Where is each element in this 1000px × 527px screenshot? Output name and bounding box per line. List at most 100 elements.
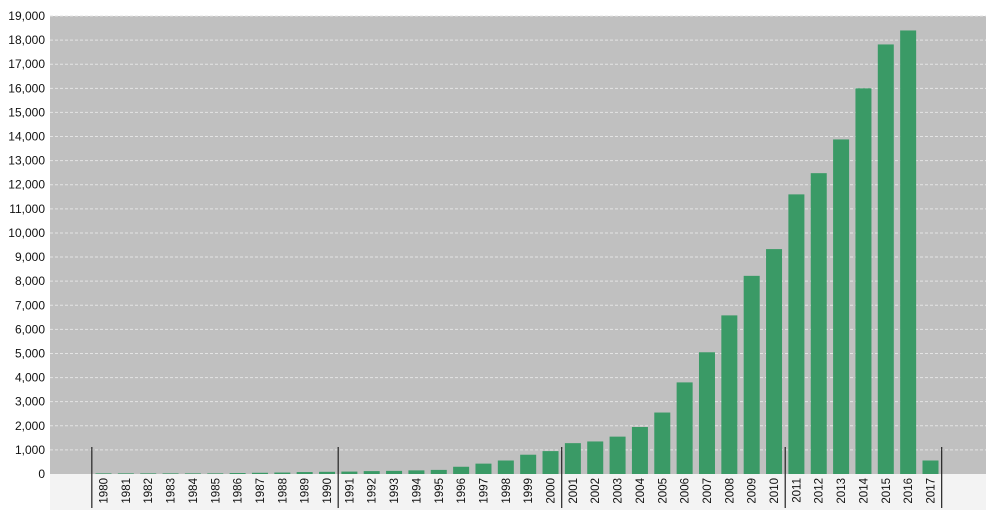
bar bbox=[721, 315, 738, 474]
bar bbox=[520, 454, 537, 474]
bar bbox=[229, 473, 246, 474]
x-tick-label: 2007 bbox=[702, 478, 714, 504]
bar bbox=[542, 451, 559, 474]
bar bbox=[788, 194, 805, 474]
bar bbox=[430, 469, 447, 474]
bar bbox=[453, 466, 470, 474]
x-tick-label: 2005 bbox=[657, 478, 669, 504]
y-tick-label: 3,000 bbox=[15, 395, 45, 409]
y-tick-label: 6,000 bbox=[15, 322, 45, 336]
x-tick-label: 1982 bbox=[143, 478, 155, 504]
bar bbox=[564, 443, 581, 474]
x-tick-label: 2013 bbox=[836, 478, 848, 504]
x-tick-label: 2012 bbox=[814, 478, 826, 504]
y-tick-label: 19,000 bbox=[8, 9, 45, 23]
y-tick-label: 13,000 bbox=[8, 154, 45, 168]
x-tick-label: 2015 bbox=[881, 478, 893, 504]
x-tick-label: 2001 bbox=[568, 478, 580, 504]
x-tick-label: 2008 bbox=[724, 478, 736, 504]
y-tick-label: 1,000 bbox=[15, 443, 45, 457]
bar bbox=[877, 44, 894, 474]
bar bbox=[698, 352, 715, 474]
x-tick-label: 2002 bbox=[590, 478, 602, 504]
bar bbox=[95, 473, 112, 474]
x-tick-label: 2004 bbox=[635, 477, 647, 503]
bar bbox=[676, 382, 693, 474]
bar bbox=[296, 472, 313, 474]
bar bbox=[363, 471, 380, 474]
bar bbox=[587, 441, 604, 474]
x-tick-label: 1993 bbox=[389, 478, 401, 504]
x-tick-label: 1995 bbox=[434, 478, 446, 504]
y-tick-label: 17,000 bbox=[8, 57, 45, 71]
bar bbox=[207, 473, 224, 474]
x-tick-label: 2017 bbox=[926, 478, 938, 504]
x-tick-label: 1983 bbox=[166, 478, 178, 504]
category-strip bbox=[50, 474, 986, 510]
x-tick-label: 1999 bbox=[523, 478, 535, 504]
bar bbox=[922, 460, 939, 474]
x-tick-label: 1989 bbox=[300, 478, 312, 504]
bar bbox=[162, 473, 179, 474]
x-tick-label: 1988 bbox=[277, 478, 289, 504]
x-tick-label: 2006 bbox=[680, 478, 692, 504]
y-tick-label: 14,000 bbox=[8, 130, 45, 144]
bar bbox=[386, 470, 403, 474]
x-tick-label: 2010 bbox=[769, 478, 781, 504]
y-tick-label: 12,000 bbox=[8, 178, 45, 192]
x-tick-label: 1987 bbox=[255, 478, 267, 504]
bar bbox=[900, 30, 917, 474]
y-tick-label: 4,000 bbox=[15, 371, 45, 385]
y-tick-label: 7,000 bbox=[15, 298, 45, 312]
x-tick-label: 1996 bbox=[456, 478, 468, 504]
x-tick-label: 1984 bbox=[188, 477, 200, 503]
bar bbox=[475, 463, 492, 474]
bar bbox=[743, 275, 760, 474]
bar bbox=[319, 471, 336, 474]
plot-background bbox=[50, 16, 986, 474]
x-tick-label: 1981 bbox=[121, 478, 133, 504]
x-tick-label: 2014 bbox=[858, 477, 870, 503]
x-tick-label: 1991 bbox=[344, 478, 356, 504]
x-tick-label: 1985 bbox=[210, 478, 222, 504]
x-tick-label: 2016 bbox=[903, 478, 915, 504]
y-tick-label: 0 bbox=[38, 467, 45, 481]
y-tick-label: 15,000 bbox=[8, 105, 45, 119]
x-tick-label: 1998 bbox=[501, 478, 513, 504]
x-tick-label: 2003 bbox=[613, 478, 625, 504]
x-tick-label: 1992 bbox=[367, 478, 379, 504]
x-tick-label: 2011 bbox=[791, 478, 803, 503]
bar bbox=[833, 139, 850, 474]
bar bbox=[274, 472, 291, 474]
y-tick-label: 2,000 bbox=[15, 419, 45, 433]
x-tick-label: 1990 bbox=[322, 478, 334, 504]
y-tick-label: 9,000 bbox=[15, 250, 45, 264]
bar bbox=[766, 249, 783, 474]
bar bbox=[251, 472, 268, 474]
bar bbox=[341, 471, 358, 474]
x-tick-label: 1980 bbox=[99, 478, 111, 504]
y-tick-label: 18,000 bbox=[8, 33, 45, 47]
x-tick-label: 1986 bbox=[233, 478, 245, 504]
bar bbox=[654, 412, 671, 474]
y-tick-label: 10,000 bbox=[8, 226, 45, 240]
bar bbox=[609, 436, 626, 474]
y-tick-label: 5,000 bbox=[15, 346, 45, 360]
x-tick-label: 1994 bbox=[411, 477, 423, 503]
bar bbox=[631, 426, 648, 474]
bar bbox=[140, 473, 157, 474]
y-tick-label: 8,000 bbox=[15, 274, 45, 288]
x-tick-label: 2009 bbox=[747, 478, 759, 504]
y-tick-label: 16,000 bbox=[8, 81, 45, 95]
bar bbox=[855, 88, 872, 474]
x-tick-label: 1997 bbox=[478, 478, 490, 504]
bar bbox=[810, 173, 827, 474]
bar bbox=[184, 473, 201, 474]
bar bbox=[497, 460, 514, 474]
x-tick-label: 2000 bbox=[546, 478, 558, 504]
bar bbox=[117, 473, 134, 474]
bar bbox=[408, 470, 425, 474]
y-tick-label: 11,000 bbox=[9, 202, 45, 216]
